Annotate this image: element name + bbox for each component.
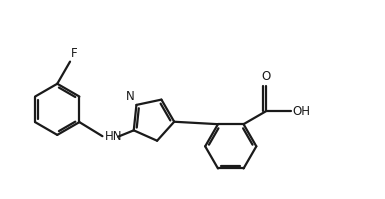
Text: F: F xyxy=(71,47,78,60)
Text: OH: OH xyxy=(293,105,311,118)
Text: N: N xyxy=(126,91,135,103)
Text: HN: HN xyxy=(104,130,122,143)
Text: O: O xyxy=(261,70,270,83)
